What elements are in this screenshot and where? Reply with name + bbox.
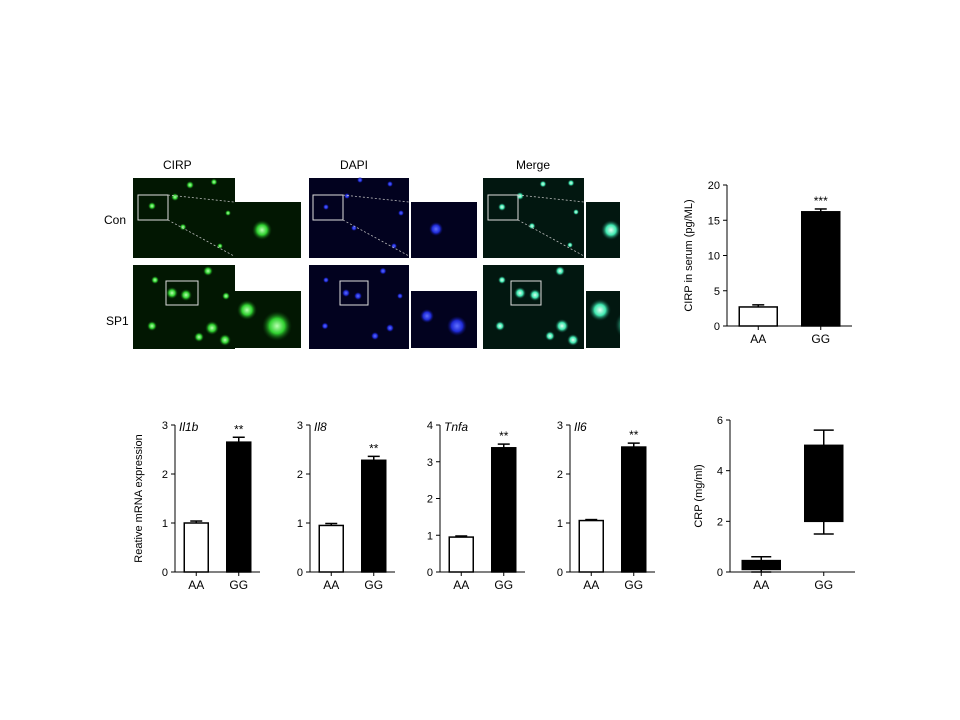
x-tick-label: AA (323, 578, 339, 592)
bar (621, 446, 647, 573)
bar (801, 211, 841, 327)
column-label-dapi: DAPI (340, 158, 369, 172)
x-tick-label: AA (188, 578, 204, 592)
x-tick-label: GG (494, 578, 513, 592)
chart-crp: 0 2 4 6 AA GG CRP (mg/ml) (693, 415, 855, 592)
y-tick-label: 2 (557, 469, 563, 481)
chart-title: Il6 (574, 420, 587, 434)
y-tick-label: 0 (714, 321, 720, 333)
y-axis-label: CRP (mg/ml) (693, 464, 705, 527)
bar (448, 536, 474, 573)
panel-con-cirp-zoom (235, 202, 301, 258)
significance-label: ** (629, 428, 639, 442)
significance-label: *** (814, 194, 828, 208)
panel-sp1-merge-zoom (586, 291, 620, 348)
x-tick-label: GG (624, 578, 643, 592)
y-tick-label: 1 (297, 518, 303, 530)
y-tick-label: 2 (162, 469, 168, 481)
chart-il8: 0 1 2 3 AA GG Il8 ** (297, 420, 395, 592)
x-tick-label: GG (814, 578, 833, 592)
chart-title: Il1b (179, 420, 199, 434)
y-tick-label: 3 (557, 420, 563, 432)
x-tick-label: AA (753, 578, 769, 592)
column-label-cirp: CIRP (163, 158, 192, 172)
y-axis-label: Reative mRNA expression (133, 434, 145, 562)
x-tick-label: AA (453, 578, 469, 592)
bar (738, 306, 778, 327)
panel-sp1-cirp-zoom (235, 291, 301, 348)
bar (318, 524, 344, 573)
panel-con-dapi-zoom (411, 202, 477, 258)
y-tick-label: 1 (427, 530, 433, 542)
bar (361, 459, 387, 573)
x-tick-label: GG (364, 578, 383, 592)
panel-sp1-merge (483, 265, 584, 349)
y-tick-label: 4 (717, 466, 723, 478)
chart-il1b: 0 1 2 3 AA GG Reative mRNA expression Il1b ** (133, 420, 260, 592)
panel-con-merge-zoom (586, 202, 620, 258)
bar (491, 447, 517, 573)
chart-title: Il8 (314, 420, 327, 434)
box (741, 559, 781, 571)
significance-label: ** (369, 441, 379, 455)
bar (578, 519, 604, 573)
row-label-sp1: SP1 (106, 314, 129, 328)
panel-sp1-dapi (309, 265, 409, 349)
y-tick-label: 4 (427, 420, 433, 432)
bar (183, 522, 209, 573)
chart-tnfa: 0 1 2 3 4 AA GG Tnfa ** (427, 420, 525, 592)
y-tick-label: 0 (557, 567, 563, 579)
y-tick-label: 0 (427, 567, 433, 579)
significance-label: ** (499, 429, 509, 443)
chart-il6: 0 1 2 3 AA GG Il6 ** (557, 420, 655, 592)
column-label-merge: Merge (516, 158, 551, 172)
panel-con-dapi (309, 177, 410, 258)
y-tick-label: 1 (557, 518, 563, 530)
y-tick-label: 6 (717, 415, 723, 427)
chart-title: Tnfa (444, 420, 468, 434)
y-tick-label: 3 (297, 420, 303, 432)
y-tick-label: 1 (162, 518, 168, 530)
panel-sp1-dapi-zoom (411, 291, 477, 348)
y-tick-label: 10 (708, 251, 720, 263)
panel-sp1-cirp (133, 265, 235, 349)
micrograph-figure: CIRP DAPI Merge Con SP1 (100, 150, 620, 380)
x-tick-label: AA (583, 578, 599, 592)
y-tick-label: 2 (717, 516, 723, 528)
x-tick-label: GG (229, 578, 248, 592)
y-tick-label: 15 (708, 215, 720, 227)
chart-cirp-serum: 0 5 10 15 20 AA GG CIRP in serum (pg/ML) *** (683, 180, 852, 346)
row-label-con: Con (104, 213, 127, 227)
bar (226, 441, 252, 573)
panel-con-cirp (133, 178, 235, 258)
y-tick-label: 3 (162, 420, 168, 432)
panel-con-merge (483, 178, 585, 258)
y-tick-label: 0 (717, 567, 723, 579)
y-tick-label: 2 (427, 494, 433, 506)
significance-label: ** (234, 422, 244, 436)
micrograph-panels (133, 177, 620, 349)
y-tick-label: 20 (708, 180, 720, 192)
box (804, 444, 844, 523)
y-tick-label: 5 (714, 286, 720, 298)
x-tick-label: GG (811, 332, 830, 346)
y-tick-label: 2 (297, 469, 303, 481)
x-tick-label: AA (750, 332, 766, 346)
y-tick-label: 0 (162, 567, 168, 579)
y-axis-label: CIRP in serum (pg/ML) (683, 199, 695, 311)
y-tick-label: 3 (427, 457, 433, 469)
y-tick-label: 0 (297, 567, 303, 579)
